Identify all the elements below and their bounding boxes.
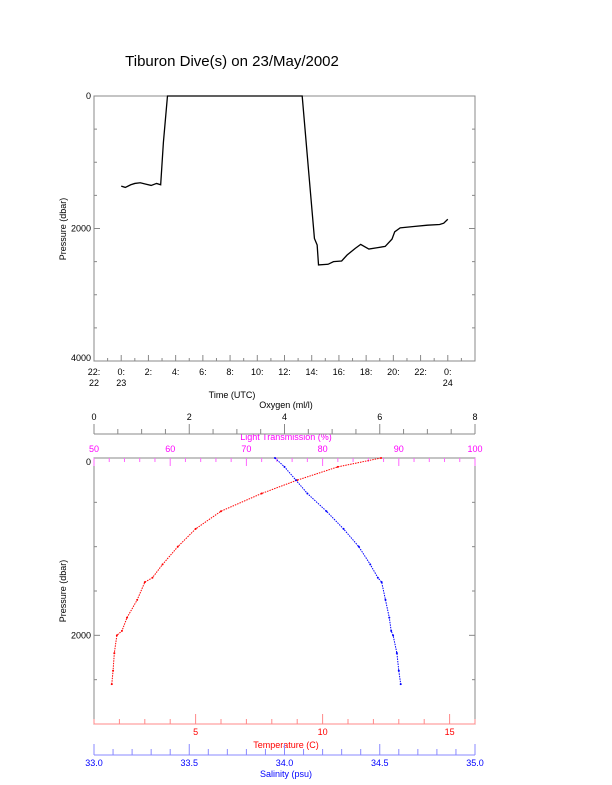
salinity-point xyxy=(294,479,297,482)
temperature-point xyxy=(260,492,263,495)
temperature-point xyxy=(113,652,116,655)
date-tick-label: 24 xyxy=(443,378,453,388)
temperature-profile-line xyxy=(111,457,382,685)
salinity-tick-label: 33.5 xyxy=(180,758,198,768)
temperature-point xyxy=(194,527,197,530)
salinity-tick-label: 35.0 xyxy=(466,758,484,768)
temperature-point xyxy=(120,629,123,632)
pressure-tick-label: 4000 xyxy=(71,353,91,363)
time-tick-label: 14: xyxy=(305,367,318,377)
time-tick-label: 0: xyxy=(444,367,452,377)
time-tick-label: 22: xyxy=(414,367,427,377)
time-tick-label: 0: xyxy=(117,367,125,377)
temperature-point xyxy=(220,510,222,513)
salinity-point xyxy=(369,563,372,566)
salinity-tick-label: 34.5 xyxy=(371,758,389,768)
temperature-point xyxy=(380,457,383,459)
salinity-point xyxy=(342,527,345,530)
salinity-point xyxy=(395,652,398,655)
oxygen-tick-label: 6 xyxy=(377,412,382,422)
bottom-pressure-axis-title: Pressure (dbar) xyxy=(58,560,68,623)
time-tick-label: 12: xyxy=(278,367,291,377)
oxygen-axis-title: Oxygen (ml/l) xyxy=(259,400,313,410)
oxygen-tick-label: 4 xyxy=(282,412,287,422)
temperature-point xyxy=(151,576,154,579)
top-plot-frame xyxy=(93,95,476,362)
salinity-point xyxy=(325,510,328,513)
time-tick-label: 22: xyxy=(88,367,101,377)
light-transmission-axis-title: Light Transmission (%) xyxy=(240,432,332,442)
figure-title: Tiburon Dive(s) on 23/May/2002 xyxy=(125,53,339,70)
salinity-point xyxy=(399,683,402,686)
time-tick-label: 4: xyxy=(172,367,180,377)
salinity-point xyxy=(390,629,393,632)
light-transmission-tick-label: 80 xyxy=(318,444,328,454)
salinity-tick-label: 34.0 xyxy=(276,758,294,768)
temperature-tick-label: 5 xyxy=(193,727,198,737)
salinity-profile-line xyxy=(274,457,402,685)
salinity-point xyxy=(273,457,276,459)
temperature-point xyxy=(115,634,118,637)
light-transmission-tick-label: 60 xyxy=(165,444,175,454)
pressure-tick-label: 2000 xyxy=(71,224,91,234)
temperature-point xyxy=(143,581,146,584)
top-pressure-axis-title: Pressure (dbar) xyxy=(58,198,68,261)
temperature-tick-label: 15 xyxy=(445,727,455,737)
salinity-tick-label: 33.0 xyxy=(85,758,103,768)
salinity-axis-title: Salinity (psu) xyxy=(260,769,312,779)
time-tick-label: 10: xyxy=(251,367,264,377)
salinity-point xyxy=(384,598,387,601)
depth-tick-label: 0 xyxy=(86,457,91,467)
salinity-point xyxy=(283,465,286,468)
light-transmission-tick-label: 90 xyxy=(394,444,404,454)
light-transmission-tick-label: 50 xyxy=(89,444,99,454)
light-transmission-tick-label: 70 xyxy=(241,444,251,454)
date-tick-label: 23 xyxy=(116,378,126,388)
oxygen-tick-label: 8 xyxy=(472,412,477,422)
temperature-point xyxy=(176,545,179,548)
oxygen-tick-label: 0 xyxy=(91,412,96,422)
salinity-point xyxy=(357,545,360,548)
time-axis-title: Time (UTC) xyxy=(209,390,256,400)
temperature-point xyxy=(112,669,115,672)
salinity-point xyxy=(376,576,379,579)
depth-tick-label: 2000 xyxy=(71,630,91,640)
salinity-point xyxy=(388,616,391,619)
temperature-axis-title: Temperature (C) xyxy=(253,740,319,750)
time-tick-label: 16: xyxy=(333,367,346,377)
date-tick-label: 22 xyxy=(89,378,99,388)
light-transmission-tick-label: 100 xyxy=(467,444,482,454)
temperature-point xyxy=(110,683,113,686)
salinity-point xyxy=(380,581,383,584)
time-tick-label: 8: xyxy=(226,367,234,377)
time-tick-label: 20: xyxy=(387,367,400,377)
time-tick-label: 18: xyxy=(360,367,373,377)
salinity-point xyxy=(397,669,400,672)
time-tick-label: 2: xyxy=(145,367,153,377)
salinity-point xyxy=(392,634,395,637)
oxygen-tick-label: 2 xyxy=(187,412,192,422)
temperature-point xyxy=(126,616,129,619)
salinity-point xyxy=(306,492,309,495)
temperature-tick-label: 10 xyxy=(318,727,328,737)
temperature-point xyxy=(336,465,339,468)
temperature-point xyxy=(161,563,164,566)
temperature-point xyxy=(136,598,139,601)
time-tick-label: 6: xyxy=(199,367,207,377)
pressure-time-line xyxy=(121,95,449,266)
bottom-plot-frame xyxy=(93,457,476,725)
pressure-tick-label: 0 xyxy=(86,91,91,101)
